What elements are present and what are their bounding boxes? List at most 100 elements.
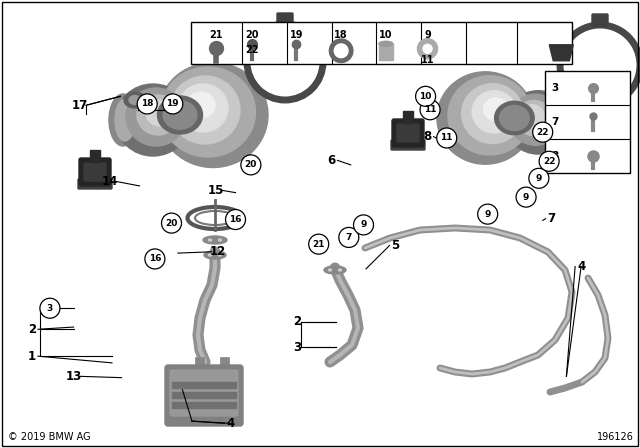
Circle shape <box>145 249 165 269</box>
FancyBboxPatch shape <box>79 158 111 186</box>
Text: 18: 18 <box>334 30 348 40</box>
Text: 8: 8 <box>424 130 431 143</box>
Text: 9: 9 <box>424 30 431 40</box>
Ellipse shape <box>379 41 393 46</box>
Text: © 2019 BMW AG: © 2019 BMW AG <box>8 432 91 442</box>
Circle shape <box>420 100 440 120</box>
FancyBboxPatch shape <box>392 119 424 147</box>
Circle shape <box>339 228 359 247</box>
Circle shape <box>516 187 536 207</box>
Text: 22: 22 <box>244 45 259 55</box>
Ellipse shape <box>126 88 186 146</box>
Text: 9: 9 <box>360 220 367 229</box>
Text: 10: 10 <box>379 30 393 40</box>
Circle shape <box>241 155 261 175</box>
Text: 21: 21 <box>209 30 223 40</box>
Text: 19: 19 <box>166 99 179 108</box>
Ellipse shape <box>324 266 346 274</box>
Ellipse shape <box>158 63 268 168</box>
Text: 11: 11 <box>440 134 453 142</box>
FancyBboxPatch shape <box>84 163 106 181</box>
Circle shape <box>477 204 498 224</box>
Bar <box>172 402 236 408</box>
Circle shape <box>137 94 157 114</box>
Ellipse shape <box>520 105 545 128</box>
Ellipse shape <box>218 239 221 241</box>
Ellipse shape <box>163 101 197 129</box>
Text: 22: 22 <box>543 157 556 166</box>
Text: 20: 20 <box>244 30 259 40</box>
FancyBboxPatch shape <box>78 179 112 189</box>
Ellipse shape <box>328 269 332 271</box>
Ellipse shape <box>209 254 211 256</box>
Text: 196126: 196126 <box>597 432 634 442</box>
Circle shape <box>415 86 436 106</box>
Ellipse shape <box>509 94 562 145</box>
Ellipse shape <box>109 94 137 146</box>
Ellipse shape <box>187 92 215 118</box>
Text: 3: 3 <box>551 83 559 93</box>
Text: 16: 16 <box>229 215 242 224</box>
Ellipse shape <box>505 90 571 154</box>
Text: 9: 9 <box>523 193 529 202</box>
Ellipse shape <box>472 91 516 133</box>
Text: 9: 9 <box>536 174 542 183</box>
Text: 11: 11 <box>420 55 435 65</box>
Ellipse shape <box>339 269 342 271</box>
Text: 14: 14 <box>102 175 118 188</box>
Ellipse shape <box>161 67 255 157</box>
Text: 3: 3 <box>294 340 301 354</box>
Text: 11: 11 <box>424 105 436 114</box>
Ellipse shape <box>554 104 572 141</box>
Text: 3: 3 <box>47 304 53 313</box>
Ellipse shape <box>157 96 202 134</box>
Text: 6: 6 <box>328 154 335 167</box>
Text: 10: 10 <box>419 92 432 101</box>
Text: 16: 16 <box>148 254 161 263</box>
Text: 12: 12 <box>209 245 226 258</box>
Circle shape <box>353 215 374 235</box>
Circle shape <box>161 213 182 233</box>
Ellipse shape <box>484 98 508 121</box>
Ellipse shape <box>437 72 534 164</box>
Text: 8: 8 <box>551 151 559 161</box>
FancyBboxPatch shape <box>165 365 243 426</box>
Ellipse shape <box>129 95 141 104</box>
Text: 13: 13 <box>65 370 82 383</box>
Text: 2: 2 <box>28 323 36 336</box>
FancyBboxPatch shape <box>277 13 293 25</box>
Ellipse shape <box>115 84 191 156</box>
Text: 7: 7 <box>346 233 352 242</box>
Circle shape <box>539 151 559 171</box>
Ellipse shape <box>515 100 552 136</box>
Text: 15: 15 <box>208 184 225 197</box>
Ellipse shape <box>495 101 534 135</box>
Text: 17: 17 <box>72 99 88 112</box>
Text: 22: 22 <box>536 128 549 137</box>
Ellipse shape <box>500 105 529 130</box>
Ellipse shape <box>204 251 226 259</box>
Bar <box>191 22 572 64</box>
Ellipse shape <box>124 92 146 108</box>
Text: 4: 4 <box>577 260 585 273</box>
FancyBboxPatch shape <box>592 14 608 26</box>
Text: 4: 4 <box>227 417 234 430</box>
Bar <box>545 71 630 173</box>
Circle shape <box>40 298 60 318</box>
Ellipse shape <box>552 99 577 145</box>
Ellipse shape <box>115 99 135 141</box>
Ellipse shape <box>203 236 227 244</box>
Ellipse shape <box>137 95 179 135</box>
Circle shape <box>529 168 549 188</box>
Circle shape <box>163 94 183 114</box>
FancyBboxPatch shape <box>397 124 419 142</box>
Circle shape <box>308 234 329 254</box>
Bar <box>172 392 236 398</box>
Ellipse shape <box>461 84 524 143</box>
Text: 1: 1 <box>28 349 36 363</box>
Bar <box>172 382 236 388</box>
Ellipse shape <box>209 239 211 241</box>
Text: 2: 2 <box>294 315 301 328</box>
Text: 9: 9 <box>484 210 491 219</box>
Ellipse shape <box>218 254 221 256</box>
